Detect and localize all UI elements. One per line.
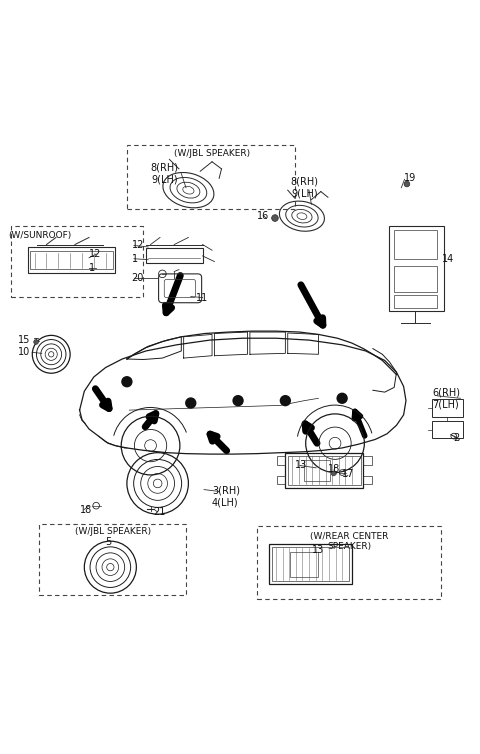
Text: 21: 21 bbox=[153, 507, 165, 516]
Text: 2: 2 bbox=[453, 434, 459, 443]
Bar bbox=[394, 266, 437, 292]
Bar bbox=[286, 452, 363, 488]
Bar bbox=[277, 476, 286, 484]
Text: 17: 17 bbox=[342, 469, 355, 479]
Text: 5: 5 bbox=[105, 537, 111, 547]
Text: (W/JBL SPEAKER): (W/JBL SPEAKER) bbox=[174, 149, 250, 158]
Bar bbox=[363, 476, 372, 484]
Circle shape bbox=[185, 397, 196, 409]
Text: 16: 16 bbox=[257, 211, 269, 221]
Circle shape bbox=[34, 339, 38, 345]
Text: 11: 11 bbox=[195, 293, 208, 302]
Circle shape bbox=[336, 393, 348, 404]
Circle shape bbox=[331, 471, 336, 476]
Text: 15: 15 bbox=[18, 335, 31, 345]
Bar bbox=[272, 547, 349, 581]
Text: 1: 1 bbox=[132, 254, 138, 264]
Text: 6(RH)
7(LH): 6(RH) 7(LH) bbox=[432, 388, 460, 409]
Text: 1: 1 bbox=[89, 263, 95, 273]
Bar bbox=[39, 523, 186, 595]
Circle shape bbox=[121, 376, 132, 388]
Bar bbox=[363, 456, 372, 464]
Bar bbox=[394, 295, 437, 308]
Text: 3(RH)
4(LH): 3(RH) 4(LH) bbox=[212, 486, 240, 507]
Bar bbox=[127, 146, 295, 209]
Text: 8(RH)
9(LH): 8(RH) 9(LH) bbox=[290, 177, 318, 198]
Text: 18: 18 bbox=[328, 464, 340, 474]
Bar bbox=[11, 225, 144, 296]
Text: 20: 20 bbox=[132, 273, 144, 283]
Bar bbox=[290, 552, 318, 577]
Bar bbox=[30, 251, 113, 269]
Text: 13: 13 bbox=[295, 459, 307, 470]
Bar bbox=[257, 526, 442, 599]
Text: 10: 10 bbox=[18, 348, 30, 357]
Bar bbox=[394, 231, 437, 259]
Bar bbox=[277, 456, 286, 464]
Text: 14: 14 bbox=[442, 254, 454, 264]
Bar bbox=[269, 544, 351, 584]
Text: 12: 12 bbox=[132, 240, 144, 250]
Bar bbox=[432, 421, 463, 439]
Bar bbox=[27, 247, 115, 273]
Text: 18: 18 bbox=[80, 505, 92, 516]
Text: 19: 19 bbox=[404, 173, 416, 183]
Circle shape bbox=[272, 215, 278, 222]
Bar bbox=[304, 460, 330, 481]
Text: (W/JBL SPEAKER): (W/JBL SPEAKER) bbox=[75, 527, 151, 536]
Circle shape bbox=[404, 181, 410, 187]
Text: 12: 12 bbox=[89, 249, 101, 259]
Circle shape bbox=[280, 395, 291, 406]
Bar bbox=[288, 455, 360, 486]
Text: 13: 13 bbox=[312, 544, 324, 555]
Text: (W/REAR CENTER
SPEAKER): (W/REAR CENTER SPEAKER) bbox=[310, 532, 388, 551]
Text: (W/SUNROOF): (W/SUNROOF) bbox=[8, 231, 71, 241]
Bar bbox=[146, 248, 203, 263]
Circle shape bbox=[232, 395, 244, 406]
Bar bbox=[432, 399, 463, 417]
Text: 8(RH)
9(LH): 8(RH) 9(LH) bbox=[151, 163, 179, 185]
